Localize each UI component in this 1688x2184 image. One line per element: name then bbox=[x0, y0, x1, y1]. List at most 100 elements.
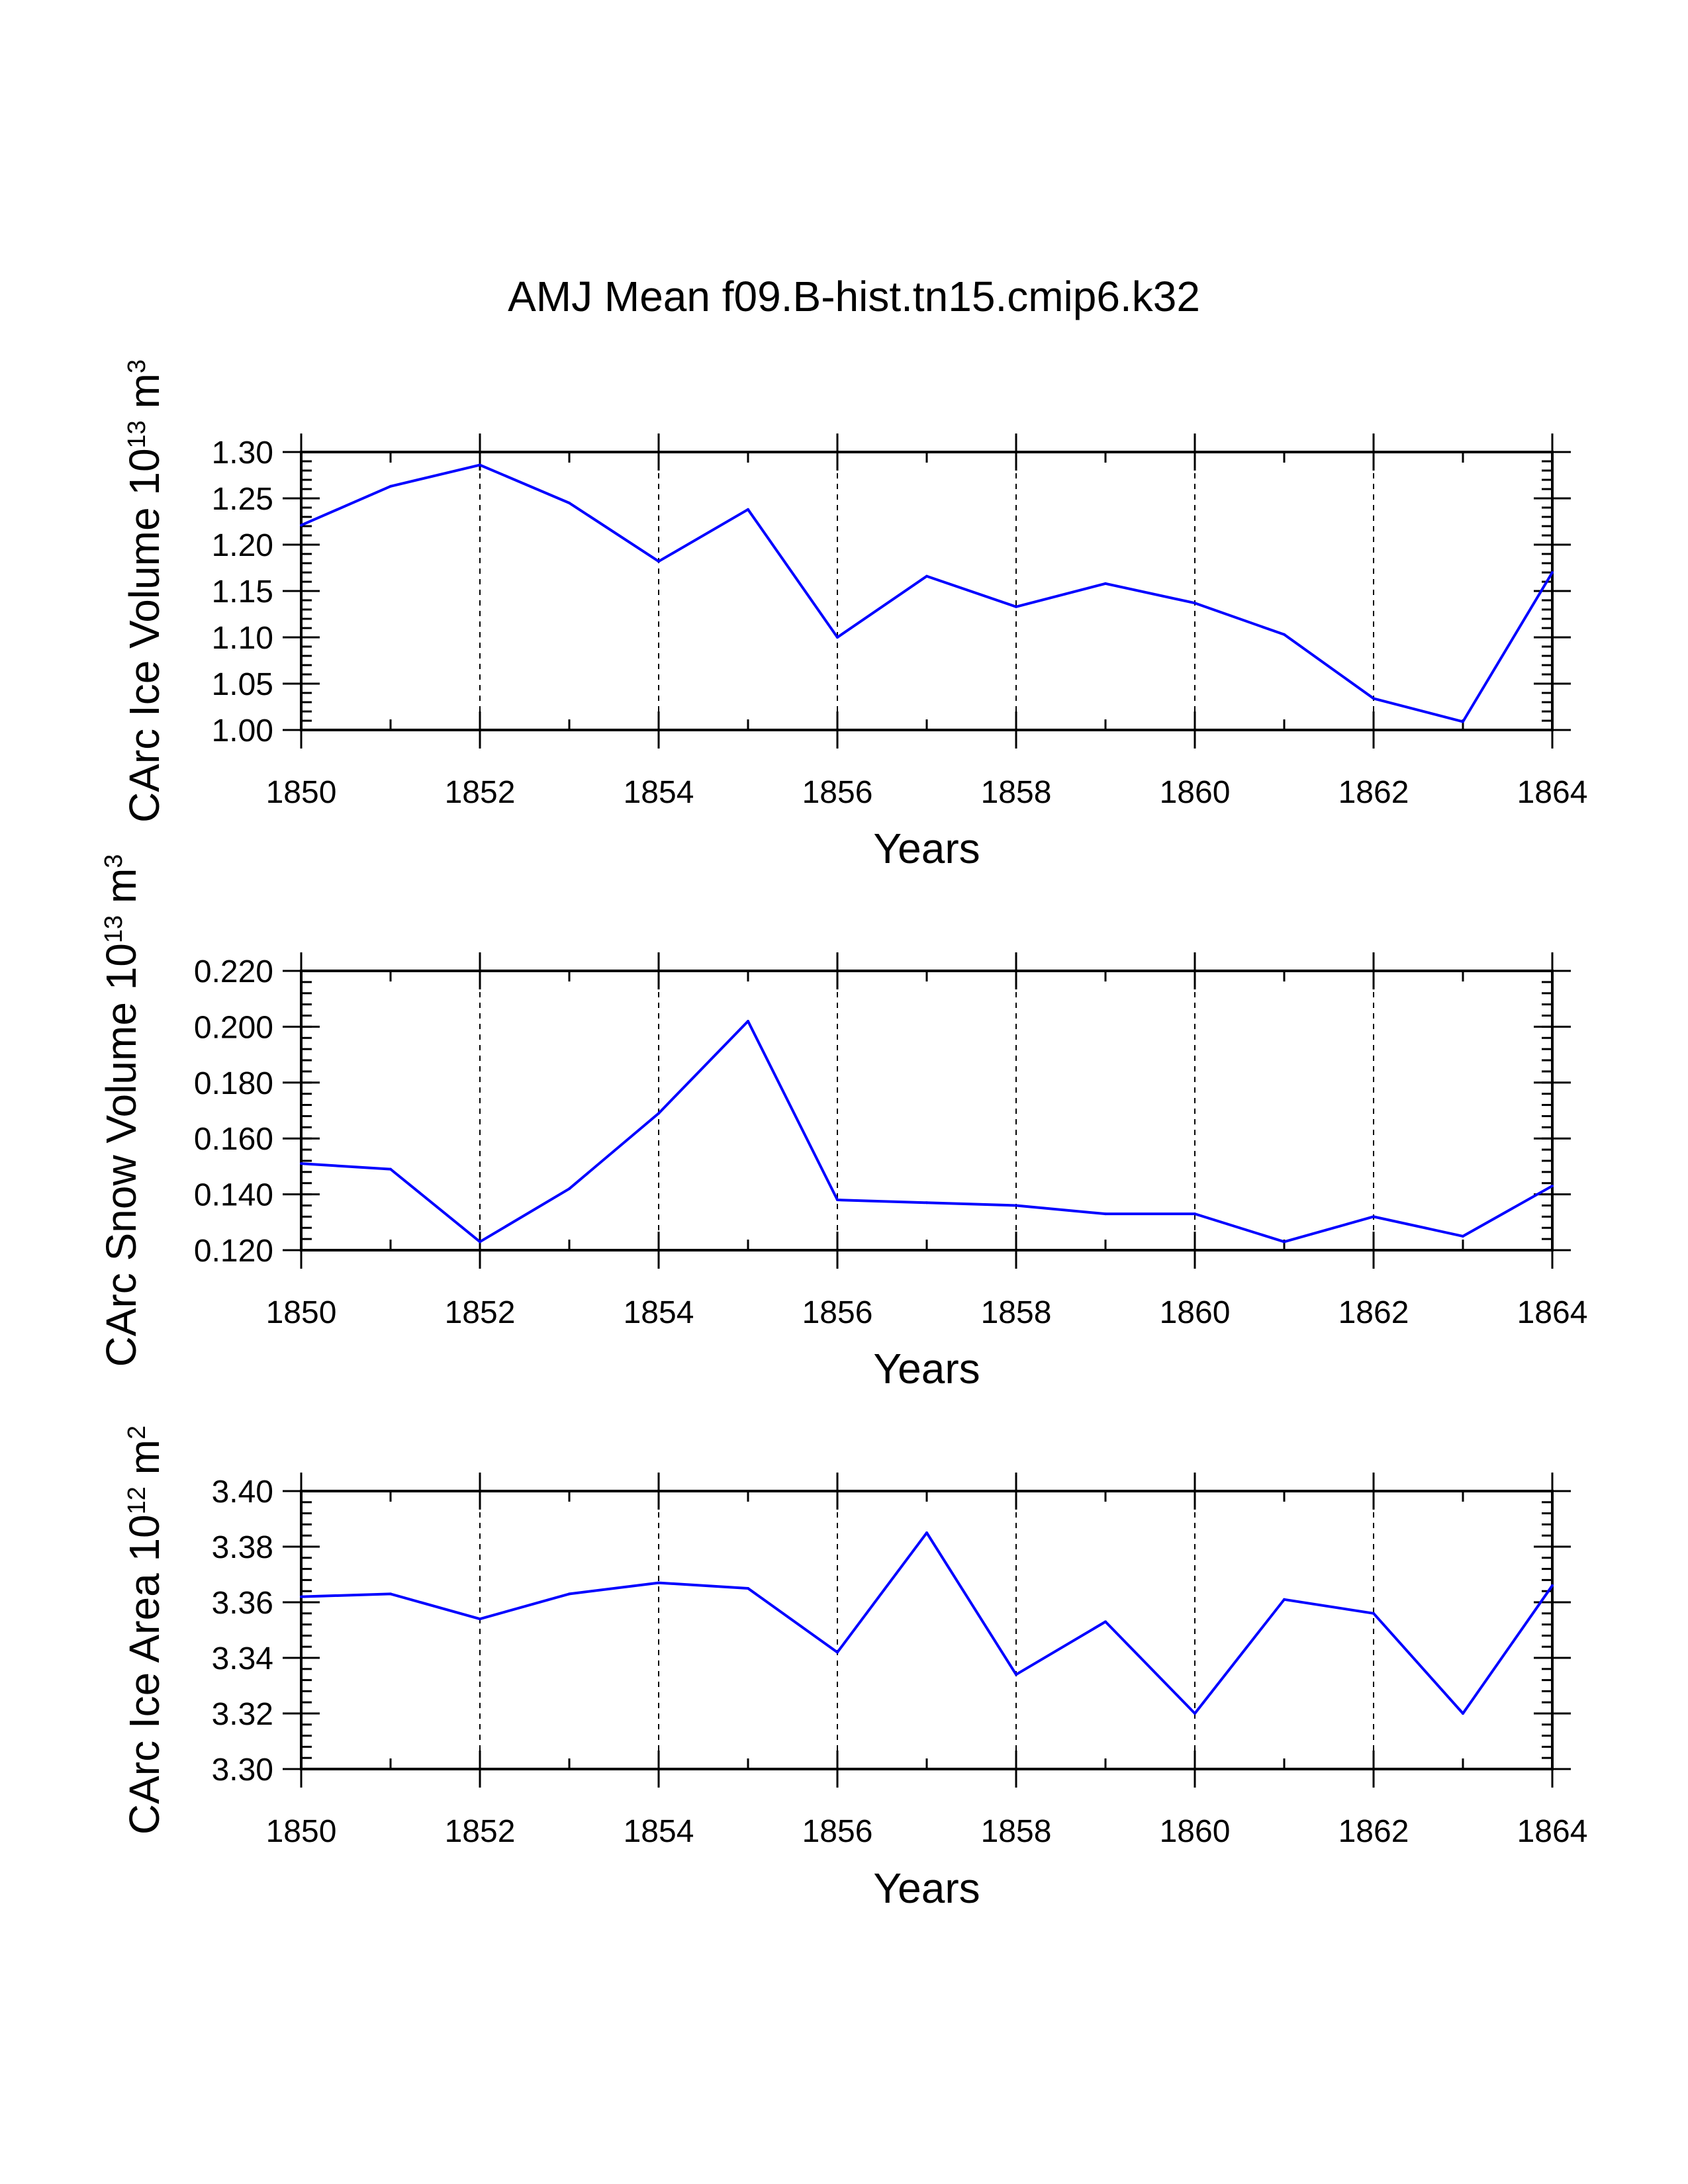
y-axis-title-superscript: 3 bbox=[123, 359, 151, 373]
series-line bbox=[301, 463, 1554, 723]
y-tick-label: 0.180 bbox=[194, 1066, 273, 1101]
data-point-1860 bbox=[1194, 602, 1196, 605]
data-point-1857 bbox=[925, 1201, 928, 1205]
data-point-1863 bbox=[1462, 1234, 1464, 1238]
x-tick-label: 1860 bbox=[1160, 1814, 1231, 1849]
data-point-1858 bbox=[1015, 605, 1017, 608]
x-tick-label: 1856 bbox=[802, 1295, 873, 1330]
x-tick-label: 1864 bbox=[1517, 1295, 1588, 1330]
plot-frame bbox=[300, 1490, 1554, 1770]
data-point-1858 bbox=[1015, 1204, 1017, 1207]
data-point-1861 bbox=[1283, 1598, 1286, 1601]
data-point-1863 bbox=[1462, 1712, 1464, 1715]
y-axis-title-superscript: 2 bbox=[123, 1426, 151, 1439]
x-tick-label: 1858 bbox=[981, 1295, 1052, 1330]
data-point-1861 bbox=[1283, 633, 1286, 636]
data-point-1851 bbox=[389, 1167, 392, 1171]
x-tick-label: 1852 bbox=[445, 1814, 516, 1849]
y-tick-label: 0.140 bbox=[194, 1178, 273, 1213]
data-point-1862 bbox=[1372, 1612, 1375, 1615]
y-tick-label: 3.30 bbox=[212, 1752, 273, 1788]
x-tick-label: 1850 bbox=[266, 775, 337, 810]
data-point-1854 bbox=[657, 560, 660, 563]
x-tick-label: 1856 bbox=[802, 775, 873, 810]
data-point-1856 bbox=[836, 1651, 839, 1654]
data-point-1857 bbox=[925, 1531, 928, 1534]
data-point-1855 bbox=[747, 1019, 749, 1023]
data-point-1860 bbox=[1194, 1712, 1196, 1715]
data-point-1851 bbox=[389, 484, 392, 488]
data-point-1864 bbox=[1551, 1584, 1554, 1587]
x-tick-label: 1862 bbox=[1338, 1814, 1409, 1849]
chart-panel-3: 3.30 3.32 3.34 3.36 3.38 3.40 1850 1852 1854 1856… bbox=[120, 1426, 1587, 1912]
data-point-1856 bbox=[836, 1199, 839, 1202]
series-line bbox=[301, 1019, 1553, 1244]
x-axis-title: Years bbox=[873, 1345, 980, 1392]
panels: 1.00 1.05 1.10 1.15 1.20 1.25 1.30 1850 1852 1854… bbox=[97, 359, 1587, 1912]
y-axis-title-part: m bbox=[97, 868, 145, 915]
x-tick-label: 1854 bbox=[624, 1814, 694, 1849]
y-tick-label: 0.160 bbox=[194, 1122, 273, 1157]
y-tick-label: 3.40 bbox=[212, 1475, 273, 1510]
data-point-1864 bbox=[1551, 571, 1554, 574]
y-axis-title-superscript: 13 bbox=[100, 915, 128, 943]
data-point-1856 bbox=[836, 636, 839, 639]
data-point-1861 bbox=[1283, 1240, 1286, 1244]
series-line bbox=[301, 1531, 1554, 1715]
y-tick-label: 0.220 bbox=[194, 954, 273, 989]
data-point-1857 bbox=[925, 574, 928, 578]
data-point-1859 bbox=[1104, 1620, 1107, 1623]
data-point-1850 bbox=[300, 523, 303, 527]
data-point-1859 bbox=[1104, 1212, 1107, 1216]
y-tick-label: 0.120 bbox=[194, 1234, 273, 1269]
x-tick-label: 1858 bbox=[981, 775, 1052, 810]
data-point-1850 bbox=[300, 1595, 303, 1598]
y-tick-label: 3.34 bbox=[212, 1641, 273, 1676]
data-point-1853 bbox=[568, 1592, 571, 1596]
data-point-1854 bbox=[657, 1581, 660, 1584]
data-point-1855 bbox=[747, 1587, 749, 1590]
x-tick-label: 1854 bbox=[624, 1295, 694, 1330]
y-axis-title-part: CArc Ice Volume 10 bbox=[120, 448, 168, 823]
data-point-1851 bbox=[389, 1592, 392, 1596]
y-axis-title: CArc Snow Volume 1013 m3 bbox=[97, 854, 145, 1367]
y-axis-title-part: CArc Snow Volume 10 bbox=[97, 943, 145, 1367]
figure-title: AMJ Mean f09.B-hist.tn15.cmip6.k32 bbox=[508, 273, 1200, 320]
x-tick-label: 1862 bbox=[1338, 1295, 1409, 1330]
y-axis-title-superscript: 3 bbox=[100, 854, 128, 868]
y-axis-title-part: m bbox=[120, 1439, 168, 1486]
y-tick-label: 1.00 bbox=[212, 713, 273, 749]
x-tick-label: 1850 bbox=[266, 1814, 337, 1849]
y-axis-title-part: m bbox=[120, 373, 168, 420]
y-tick-label: 1.20 bbox=[212, 528, 273, 563]
x-tick-label: 1860 bbox=[1160, 1295, 1231, 1330]
y-tick-label: 3.32 bbox=[212, 1697, 273, 1732]
y-axis-title: CArc Ice Area 1012 m2 bbox=[120, 1426, 168, 1835]
y-tick-label: 1.30 bbox=[212, 435, 273, 471]
data-point-1862 bbox=[1372, 1215, 1375, 1218]
y-tick-label: 1.25 bbox=[212, 482, 273, 517]
y-axis-title-superscript: 12 bbox=[123, 1486, 151, 1514]
plot-frame bbox=[300, 970, 1554, 1251]
data-point-1859 bbox=[1104, 582, 1107, 585]
data-point-1862 bbox=[1372, 697, 1375, 700]
y-axis-title: CArc Ice Volume 1013 m3 bbox=[120, 359, 168, 823]
data-point-1855 bbox=[747, 508, 749, 511]
data-point-1863 bbox=[1462, 720, 1464, 723]
y-axis-title-part: CArc Ice Area 10 bbox=[120, 1514, 168, 1835]
x-tick-label: 1864 bbox=[1517, 1814, 1588, 1849]
plot-frame bbox=[300, 451, 1554, 731]
data-point-1854 bbox=[657, 1112, 660, 1115]
y-tick-label: 1.10 bbox=[212, 621, 273, 656]
x-tick-label: 1862 bbox=[1338, 775, 1409, 810]
data-point-1860 bbox=[1194, 1212, 1196, 1216]
data-point-1850 bbox=[300, 1162, 303, 1165]
data-point-1858 bbox=[1015, 1673, 1017, 1676]
x-tick-label: 1852 bbox=[445, 1295, 516, 1330]
y-axis-title-superscript: 13 bbox=[123, 420, 151, 448]
chart-panel-1: 1.00 1.05 1.10 1.15 1.20 1.25 1.30 1850 1852 1854… bbox=[120, 359, 1587, 872]
y-tick-label: 1.15 bbox=[212, 574, 273, 610]
data-point-1864 bbox=[1551, 1184, 1554, 1187]
x-tick-label: 1856 bbox=[802, 1814, 873, 1849]
